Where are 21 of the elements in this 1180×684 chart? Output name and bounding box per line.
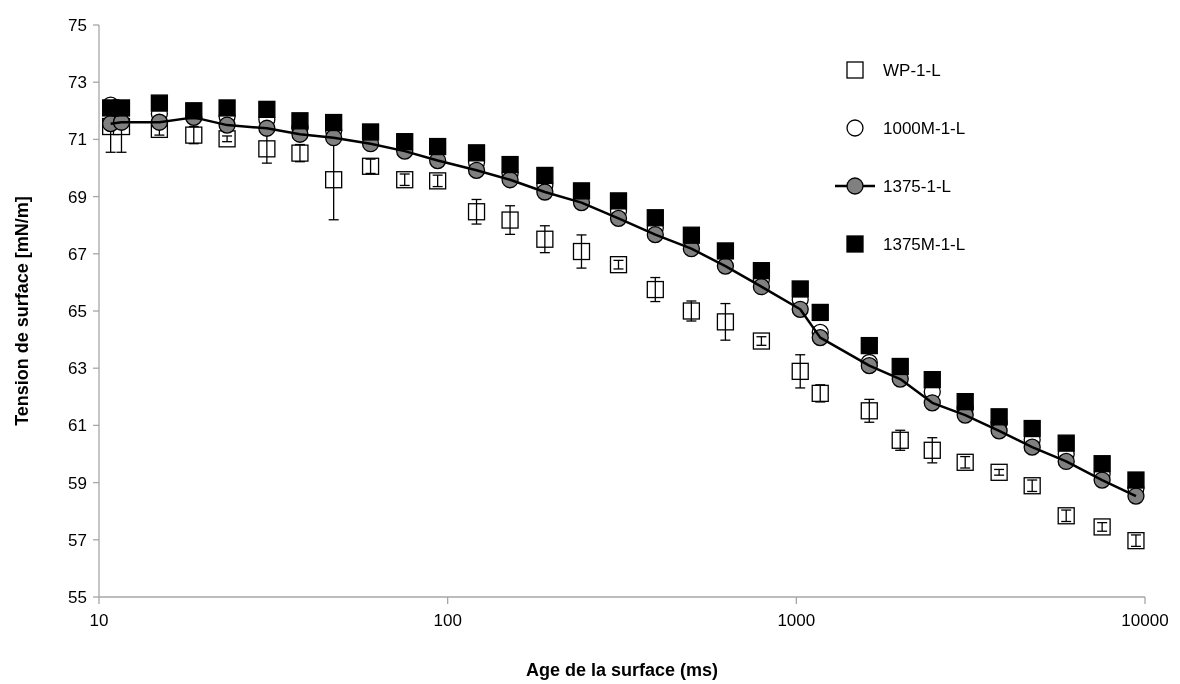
y-tick-label: 75: [68, 15, 87, 35]
y-tick-label: 69: [68, 187, 87, 207]
y-tick-label: 59: [68, 473, 87, 493]
x-tick-label: 1000: [777, 611, 816, 630]
legend-label: 1000M-1-L: [883, 118, 966, 138]
legend-label: 1375-1-L: [883, 176, 952, 196]
x-axis-title: Age de la surface (ms): [525, 660, 719, 680]
y-tick-label: 73: [68, 73, 87, 93]
y-tick-label: 61: [68, 416, 87, 436]
y-tick-label: 55: [68, 587, 87, 607]
x-tick-label: 100: [433, 611, 462, 630]
y-tick-label: 65: [68, 301, 87, 321]
legend-label: 1375M-1-L: [883, 234, 966, 254]
y-tick-label: 67: [68, 244, 87, 264]
legend-label: WP-1-L: [883, 60, 941, 80]
y-tick-label: 57: [68, 530, 87, 550]
y-tick-label: 71: [68, 130, 87, 150]
y-tick-label: 63: [68, 359, 87, 379]
x-tick-label: 10000: [1121, 611, 1169, 630]
y-axis-title: Tension de surface [mN/m]: [12, 196, 32, 426]
x-tick-label: 10: [89, 611, 109, 630]
